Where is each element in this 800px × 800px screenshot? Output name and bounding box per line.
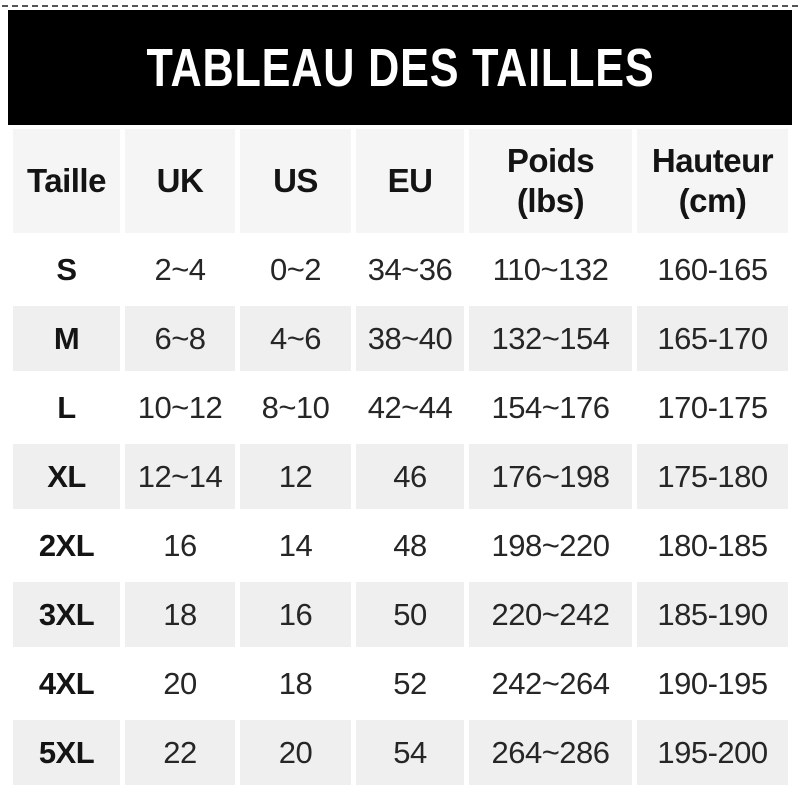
cell-size: S <box>13 237 120 302</box>
cell-poids: 176~198 <box>469 444 632 509</box>
page-title: TABLEAU DES TAILLES <box>146 37 654 98</box>
cell-hauteur: 180-185 <box>637 513 788 578</box>
cell-size: 3XL <box>13 582 120 647</box>
column-header-taille: Taille <box>13 129 120 233</box>
column-header-label: UK <box>156 161 204 199</box>
table-row-5xl: 5XL 22 20 54 264~286 195-200 <box>13 720 788 785</box>
cell-poids: 132~154 <box>469 306 632 371</box>
cell-poids: 264~286 <box>469 720 632 785</box>
cell-uk: 18 <box>125 582 235 647</box>
cell-hauteur: 185-190 <box>637 582 788 647</box>
column-header-unit: (cm) <box>678 182 747 219</box>
column-header-label: Poids <box>506 141 595 179</box>
column-header-uk: UK <box>125 129 235 233</box>
cell-hauteur: 160-165 <box>637 237 788 302</box>
cell-poids: 198~220 <box>469 513 632 578</box>
cell-size: 4XL <box>13 651 120 716</box>
cell-us: 12 <box>240 444 351 509</box>
cell-size: XL <box>13 444 120 509</box>
column-header-label: US <box>273 161 318 199</box>
cell-hauteur: 170-175 <box>637 375 788 440</box>
table-row-xl: XL 12~14 12 46 176~198 175-180 <box>13 444 788 509</box>
cell-eu: 52 <box>356 651 464 716</box>
title-banner: TABLEAU DES TAILLES <box>8 10 792 125</box>
column-header-label: Hauteur <box>651 141 774 179</box>
cell-uk: 2~4 <box>125 237 235 302</box>
column-header-us: US <box>240 129 351 233</box>
cell-us: 18 <box>240 651 351 716</box>
cell-eu: 42~44 <box>356 375 464 440</box>
column-header-hauteur: Hauteur (cm) <box>637 129 788 233</box>
cell-eu: 34~36 <box>356 237 464 302</box>
cell-uk: 6~8 <box>125 306 235 371</box>
cell-uk: 16 <box>125 513 235 578</box>
cell-us: 16 <box>240 582 351 647</box>
column-header-poids: Poids (lbs) <box>469 129 632 233</box>
cell-poids: 110~132 <box>469 237 632 302</box>
cell-eu: 46 <box>356 444 464 509</box>
cell-poids: 242~264 <box>469 651 632 716</box>
cell-poids: 154~176 <box>469 375 632 440</box>
cell-size: 2XL <box>13 513 120 578</box>
cell-eu: 50 <box>356 582 464 647</box>
size-table: Taille UK US EU Poids (lbs) Hauteur (cm)… <box>8 125 793 789</box>
cell-size: M <box>13 306 120 371</box>
table-row-4xl: 4XL 20 18 52 242~264 190-195 <box>13 651 788 716</box>
cell-hauteur: 190-195 <box>637 651 788 716</box>
cell-uk: 20 <box>125 651 235 716</box>
top-dashed-divider <box>2 0 798 7</box>
table-row-3xl: 3XL 18 16 50 220~242 185-190 <box>13 582 788 647</box>
column-header-unit: (lbs) <box>516 182 585 219</box>
table-row-2xl: 2XL 16 14 48 198~220 180-185 <box>13 513 788 578</box>
cell-us: 14 <box>240 513 351 578</box>
cell-hauteur: 195-200 <box>637 720 788 785</box>
cell-us: 8~10 <box>240 375 351 440</box>
column-header-eu: EU <box>356 129 464 233</box>
cell-uk: 12~14 <box>125 444 235 509</box>
table-header-row: Taille UK US EU Poids (lbs) Hauteur (cm) <box>13 129 788 233</box>
column-header-label: EU <box>387 161 433 199</box>
cell-us: 4~6 <box>240 306 351 371</box>
cell-hauteur: 165-170 <box>637 306 788 371</box>
cell-size: 5XL <box>13 720 120 785</box>
cell-uk: 22 <box>125 720 235 785</box>
cell-poids: 220~242 <box>469 582 632 647</box>
table-row-s: S 2~4 0~2 34~36 110~132 160-165 <box>13 237 788 302</box>
cell-us: 20 <box>240 720 351 785</box>
cell-size: L <box>13 375 120 440</box>
cell-uk: 10~12 <box>125 375 235 440</box>
cell-eu: 54 <box>356 720 464 785</box>
cell-us: 0~2 <box>240 237 351 302</box>
cell-eu: 38~40 <box>356 306 464 371</box>
cell-eu: 48 <box>356 513 464 578</box>
table-row-m: M 6~8 4~6 38~40 132~154 165-170 <box>13 306 788 371</box>
column-header-label: Taille <box>27 161 106 199</box>
cell-hauteur: 175-180 <box>637 444 788 509</box>
table-row-l: L 10~12 8~10 42~44 154~176 170-175 <box>13 375 788 440</box>
